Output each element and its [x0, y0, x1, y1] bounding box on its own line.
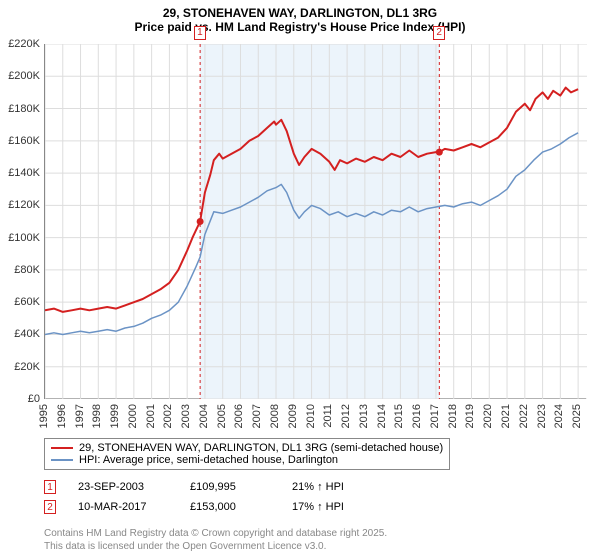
y-tick-label: £20K: [14, 361, 40, 373]
x-tick-label: 2015: [393, 404, 405, 428]
y-axis-labels: £0£20K£40K£60K£80K£100K£120K£140K£160K£1…: [0, 44, 42, 399]
y-tick-label: £220K: [8, 38, 40, 50]
x-tick-label: 2001: [145, 404, 157, 428]
plot-area: 12: [44, 44, 586, 399]
x-tick-label: 2023: [536, 404, 548, 428]
x-tick-label: 2005: [216, 404, 228, 428]
y-tick-label: £60K: [14, 296, 40, 308]
sale-delta: 17% ↑ HPI: [292, 501, 344, 513]
y-tick-label: £160K: [8, 135, 40, 147]
x-tick-label: 2013: [358, 404, 370, 428]
chart-svg: [45, 44, 587, 399]
sale-row: 2 10-MAR-2017 £153,000 17% ↑ HPI: [44, 500, 344, 514]
x-tick-label: 1996: [56, 404, 68, 428]
legend-label: 29, STONEHAVEN WAY, DARLINGTON, DL1 3RG …: [79, 442, 443, 454]
y-tick-label: £100K: [8, 232, 40, 244]
x-tick-label: 2009: [287, 404, 299, 428]
x-tick-label: 2003: [180, 404, 192, 428]
x-tick-label: 2000: [127, 404, 139, 428]
x-tick-label: 2004: [198, 404, 210, 428]
x-tick-label: 2019: [464, 404, 476, 428]
sale-date: 23-SEP-2003: [78, 481, 168, 493]
sale-delta: 21% ↑ HPI: [292, 481, 344, 493]
x-tick-label: 2002: [162, 404, 174, 428]
sale-marker-icon: 2: [44, 500, 56, 514]
x-tick-label: 2014: [376, 404, 388, 428]
y-tick-label: £140K: [8, 167, 40, 179]
x-tick-label: 2011: [322, 404, 334, 428]
sale-row: 1 23-SEP-2003 £109,995 21% ↑ HPI: [44, 480, 344, 494]
y-tick-label: £200K: [8, 70, 40, 82]
x-tick-label: 1995: [38, 404, 50, 428]
title-block: 29, STONEHAVEN WAY, DARLINGTON, DL1 3RG …: [0, 0, 600, 34]
chart-container: 29, STONEHAVEN WAY, DARLINGTON, DL1 3RG …: [0, 0, 600, 560]
x-tick-label: 2016: [411, 404, 423, 428]
x-tick-label: 2025: [571, 404, 583, 428]
sales-table: 1 23-SEP-2003 £109,995 21% ↑ HPI 2 10-MA…: [44, 480, 344, 520]
legend-item: HPI: Average price, semi-detached house,…: [51, 454, 443, 466]
legend-swatch: [51, 447, 73, 449]
sale-price: £109,995: [190, 481, 270, 493]
y-tick-label: £80K: [14, 264, 40, 276]
x-tick-label: 2024: [553, 404, 565, 428]
x-tick-label: 2006: [233, 404, 245, 428]
x-tick-label: 2020: [482, 404, 494, 428]
legend: 29, STONEHAVEN WAY, DARLINGTON, DL1 3RG …: [44, 438, 450, 470]
y-tick-label: £40K: [14, 328, 40, 340]
x-tick-label: 2018: [447, 404, 459, 428]
sale-price: £153,000: [190, 501, 270, 513]
legend-swatch: [51, 459, 73, 461]
title-line1: 29, STONEHAVEN WAY, DARLINGTON, DL1 3RG: [0, 6, 600, 20]
x-tick-label: 1999: [109, 404, 121, 428]
marker-label: 2: [433, 26, 445, 40]
x-tick-label: 2021: [500, 404, 512, 428]
legend-label: HPI: Average price, semi-detached house,…: [79, 454, 338, 466]
marker-label: 1: [194, 26, 206, 40]
sale-date: 10-MAR-2017: [78, 501, 168, 513]
legend-item: 29, STONEHAVEN WAY, DARLINGTON, DL1 3RG …: [51, 442, 443, 454]
y-tick-label: £180K: [8, 103, 40, 115]
x-tick-label: 2008: [269, 404, 281, 428]
x-tick-label: 2012: [340, 404, 352, 428]
title-line2: Price paid vs. HM Land Registry's House …: [0, 20, 600, 34]
sale-marker-icon: 1: [44, 480, 56, 494]
x-axis-labels: 1995199619971998199920002001200220032004…: [44, 402, 586, 442]
x-tick-label: 2007: [251, 404, 263, 428]
x-tick-label: 2010: [305, 404, 317, 428]
x-tick-label: 2017: [429, 404, 441, 428]
x-tick-label: 2022: [518, 404, 530, 428]
footer-attribution: Contains HM Land Registry data © Crown c…: [44, 528, 387, 553]
x-tick-label: 1997: [74, 404, 86, 428]
y-tick-label: £120K: [8, 199, 40, 211]
x-tick-label: 1998: [91, 404, 103, 428]
